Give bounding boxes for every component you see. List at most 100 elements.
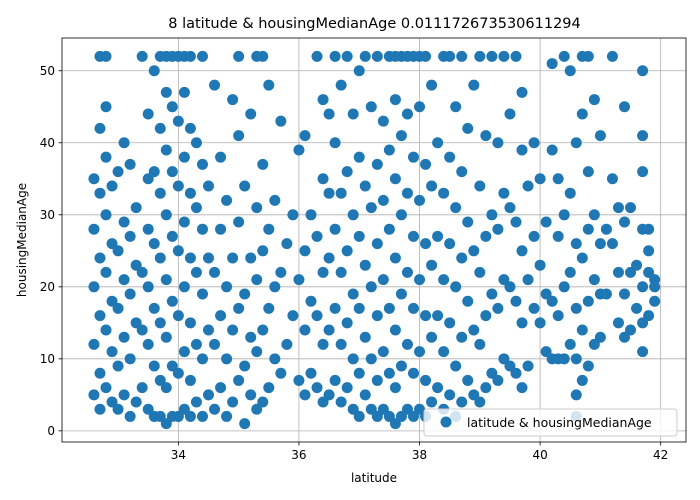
data-point <box>564 187 576 199</box>
x-tick-label: 40 <box>532 448 547 462</box>
data-point <box>365 403 377 415</box>
data-point <box>643 245 655 257</box>
data-point <box>600 288 612 300</box>
data-point <box>401 338 413 350</box>
data-point <box>269 194 281 206</box>
data-point <box>582 295 594 307</box>
x-tick-label: 36 <box>291 448 306 462</box>
data-point <box>432 382 444 394</box>
data-point <box>142 173 154 185</box>
data-point <box>407 230 419 242</box>
data-point <box>426 79 438 91</box>
data-point <box>468 245 480 257</box>
data-point <box>588 338 600 350</box>
data-point <box>606 50 618 62</box>
data-point <box>564 338 576 350</box>
data-point <box>643 266 655 278</box>
data-point <box>251 346 263 358</box>
data-point <box>251 403 263 415</box>
data-point <box>221 281 233 293</box>
data-point <box>257 324 269 336</box>
data-point <box>504 360 516 372</box>
data-point <box>130 317 142 329</box>
data-point <box>245 389 257 401</box>
data-point <box>389 252 401 264</box>
data-point <box>444 151 456 163</box>
data-point <box>353 151 365 163</box>
y-axis-label: housingMedianAge <box>15 183 29 297</box>
data-point <box>546 144 558 156</box>
data-point <box>534 259 546 271</box>
data-point <box>414 194 426 206</box>
data-point <box>184 374 196 386</box>
data-point <box>347 209 359 221</box>
data-point <box>160 382 172 394</box>
data-point <box>124 230 136 242</box>
data-point <box>365 281 377 293</box>
data-point <box>432 310 444 322</box>
data-point <box>94 187 106 199</box>
data-point <box>510 367 522 379</box>
data-point <box>456 331 468 343</box>
data-point <box>196 288 208 300</box>
data-point <box>178 216 190 228</box>
data-point <box>329 137 341 149</box>
x-tick-label: 42 <box>653 448 668 462</box>
data-point <box>353 367 365 379</box>
data-point <box>474 266 486 278</box>
data-point <box>395 288 407 300</box>
data-point <box>438 346 450 358</box>
x-axis-ticks: 34 36 38 40 42 <box>171 442 668 462</box>
data-point <box>184 252 196 264</box>
data-point <box>293 144 305 156</box>
data-point <box>395 410 407 422</box>
data-point <box>215 223 227 235</box>
data-point <box>522 360 534 372</box>
data-point <box>438 187 450 199</box>
data-point <box>94 252 106 264</box>
data-point <box>389 94 401 106</box>
data-point <box>118 331 130 343</box>
data-point <box>233 50 245 62</box>
data-point <box>528 302 540 314</box>
data-point <box>263 302 275 314</box>
y-tick-label: 50 <box>40 64 55 78</box>
data-point <box>401 266 413 278</box>
data-point <box>504 281 516 293</box>
data-point <box>546 58 558 70</box>
data-point <box>564 65 576 77</box>
data-point <box>576 252 588 264</box>
data-point <box>480 310 492 322</box>
data-point <box>299 245 311 257</box>
data-point <box>420 310 432 322</box>
data-point <box>619 331 630 343</box>
data-point <box>637 65 649 77</box>
data-point <box>359 180 371 192</box>
data-point <box>166 295 178 307</box>
data-point <box>329 374 341 386</box>
data-point <box>468 389 480 401</box>
data-point <box>498 187 510 199</box>
data-point <box>456 166 468 178</box>
data-point <box>275 367 287 379</box>
data-point <box>196 158 208 170</box>
data-point <box>305 295 317 307</box>
data-point <box>293 274 305 286</box>
data-point <box>196 223 208 235</box>
data-point <box>160 209 172 221</box>
data-point <box>588 274 600 286</box>
data-point <box>516 245 528 257</box>
data-point <box>106 180 118 192</box>
data-point <box>540 216 552 228</box>
data-point <box>311 230 323 242</box>
data-point <box>118 216 130 228</box>
data-point <box>414 346 426 358</box>
data-point <box>184 50 196 62</box>
data-point <box>124 158 136 170</box>
data-point <box>426 331 438 343</box>
data-point <box>209 338 221 350</box>
data-point <box>395 360 407 372</box>
data-point <box>498 353 510 365</box>
data-point <box>142 223 154 235</box>
